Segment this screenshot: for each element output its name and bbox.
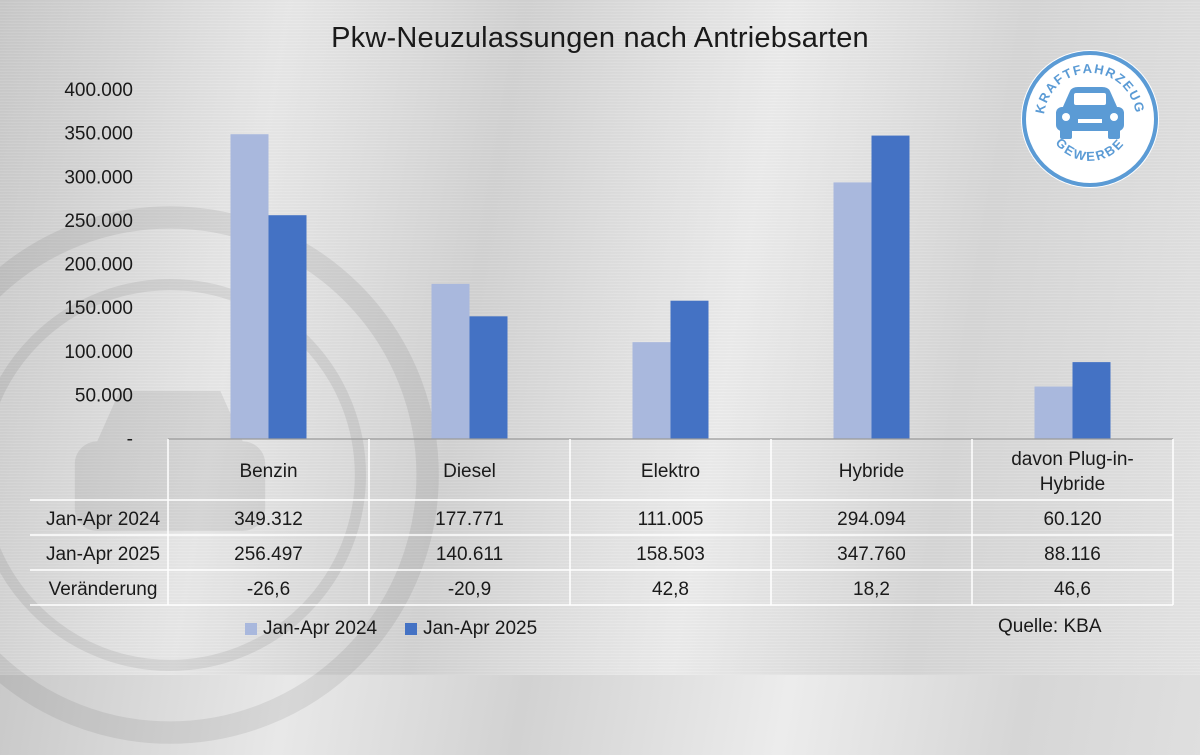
- y-tick-label: 50.000: [75, 385, 133, 406]
- legend-swatch-2024: [245, 623, 257, 635]
- brushed-metal-background: [0, 0, 1200, 675]
- kfz-gewerbe-logo: KRAFTFAHRZEUG GEWERBE: [1021, 50, 1159, 188]
- y-tick-label: 200.000: [64, 255, 133, 276]
- bar-2025-1: [469, 316, 508, 439]
- table-cell: -20,9: [448, 579, 491, 600]
- table-cell: 349.312: [234, 509, 303, 530]
- bar-2025-2: [670, 300, 709, 439]
- y-tick-label: 350.000: [64, 124, 133, 145]
- legend-item-2025: Jan-Apr 2025: [405, 618, 537, 640]
- bar-2024-1: [431, 283, 470, 439]
- table-cell: 177.771: [435, 509, 504, 530]
- bar-2024-0: [230, 134, 269, 439]
- table-cell: 88.116: [1044, 544, 1101, 565]
- y-axis: - 50.000 100.000 150.000 200.000 250.000 300.0…: [64, 80, 133, 450]
- table-cell: -26,6: [247, 579, 290, 600]
- bar-group: [230, 134, 1111, 439]
- y-tick-label: 400.000: [64, 80, 133, 101]
- bar-2024-3: [833, 182, 872, 439]
- source-note: Quelle: KBA: [998, 616, 1102, 637]
- category-label: Benzin: [239, 461, 297, 482]
- table-cell: 347.760: [837, 544, 906, 565]
- table-cell: 256.497: [234, 544, 303, 565]
- table-cell: 294.094: [837, 509, 906, 530]
- bar-2024-2: [632, 342, 671, 439]
- chart-title: Pkw-Neuzulassungen nach Antriebsarten: [331, 22, 869, 54]
- table-row-label: Veränderung: [49, 579, 158, 600]
- table-row-label: Jan-Apr 2024: [46, 509, 161, 530]
- table-cell: 158.503: [636, 544, 705, 565]
- y-tick-label: 100.000: [64, 342, 133, 363]
- table-cell: 140.611: [436, 544, 503, 565]
- legend: Jan-Apr 2024 Jan-Apr 2025: [245, 618, 537, 640]
- category-label: Diesel: [443, 461, 496, 482]
- table-cell: 46,6: [1054, 579, 1091, 600]
- table-cell: 42,8: [652, 579, 689, 600]
- y-tick-label: -: [127, 429, 133, 450]
- category-label: davon Plug-in-Hybride: [1011, 449, 1134, 495]
- table-cell: 18,2: [853, 579, 890, 600]
- y-tick-label: 300.000: [64, 167, 133, 188]
- bar-2025-4: [1072, 362, 1111, 439]
- category-label: Elektro: [641, 461, 700, 482]
- legend-label-2025: Jan-Apr 2025: [423, 618, 538, 639]
- legend-swatch-2025: [405, 623, 418, 635]
- category-label: Hybride: [839, 461, 904, 482]
- bar-2025-3: [871, 135, 910, 439]
- bar-2025-0: [268, 215, 307, 439]
- table-row-label: Jan-Apr 2025: [46, 544, 160, 565]
- table-cell: 111.005: [638, 509, 704, 530]
- table-cell: 60.120: [1043, 509, 1101, 530]
- car-icon: [1056, 87, 1124, 139]
- y-tick-label: 150.000: [64, 298, 133, 319]
- y-tick-label: 250.000: [64, 211, 133, 232]
- bar-chart: - 50.000 100.000 150.000 200.000 250.000 300.0…: [30, 80, 1174, 606]
- legend-label-2024: Jan-Apr 2024: [263, 618, 378, 639]
- data-table: Benzin Diesel Elektro Hybride davon Plug-in-…: [30, 438, 1174, 606]
- bar-2024-4: [1034, 386, 1073, 439]
- legend-item-2024: Jan-Apr 2024: [245, 618, 377, 640]
